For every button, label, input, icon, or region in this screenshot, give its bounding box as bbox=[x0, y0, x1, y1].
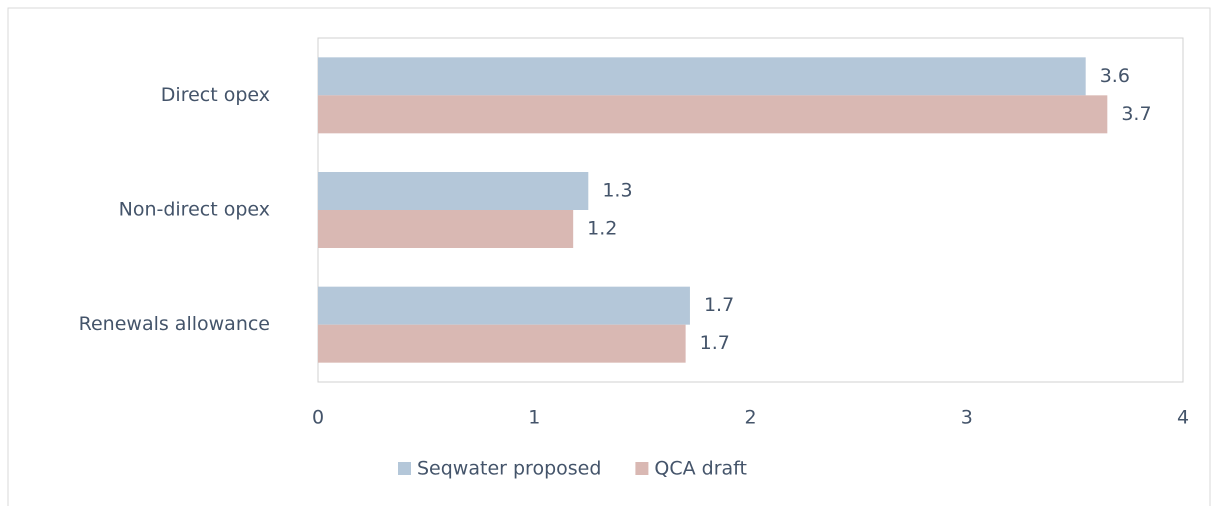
bar bbox=[318, 324, 686, 363]
x-tick-label: 3 bbox=[961, 407, 973, 429]
data-label: 1.2 bbox=[587, 218, 617, 240]
y-tick-label: Renewals allowance bbox=[79, 313, 270, 335]
data-label: 3.7 bbox=[1121, 103, 1151, 125]
legend-swatch bbox=[635, 462, 649, 475]
legend-swatch bbox=[398, 462, 411, 475]
bar bbox=[318, 95, 1108, 134]
data-label: 1.7 bbox=[704, 294, 734, 316]
data-label: 1.7 bbox=[700, 332, 730, 354]
legend-label: Seqwater proposed bbox=[417, 458, 601, 480]
data-label: 1.3 bbox=[602, 180, 632, 202]
bar bbox=[318, 210, 574, 248]
x-tick-label: 4 bbox=[1177, 407, 1189, 429]
bar bbox=[318, 57, 1086, 96]
data-label: 3.6 bbox=[1100, 65, 1130, 87]
chart-frame bbox=[7, 7, 1211, 506]
y-tick-label: Direct opex bbox=[161, 84, 270, 106]
bar bbox=[318, 286, 690, 325]
y-tick-label: Non-direct opex bbox=[119, 199, 270, 221]
bar bbox=[318, 172, 589, 210]
x-tick-label: 2 bbox=[744, 407, 756, 429]
legend-label: QCA draft bbox=[654, 458, 747, 480]
x-tick-label: 0 bbox=[312, 407, 324, 429]
x-tick-label: 1 bbox=[528, 407, 540, 429]
